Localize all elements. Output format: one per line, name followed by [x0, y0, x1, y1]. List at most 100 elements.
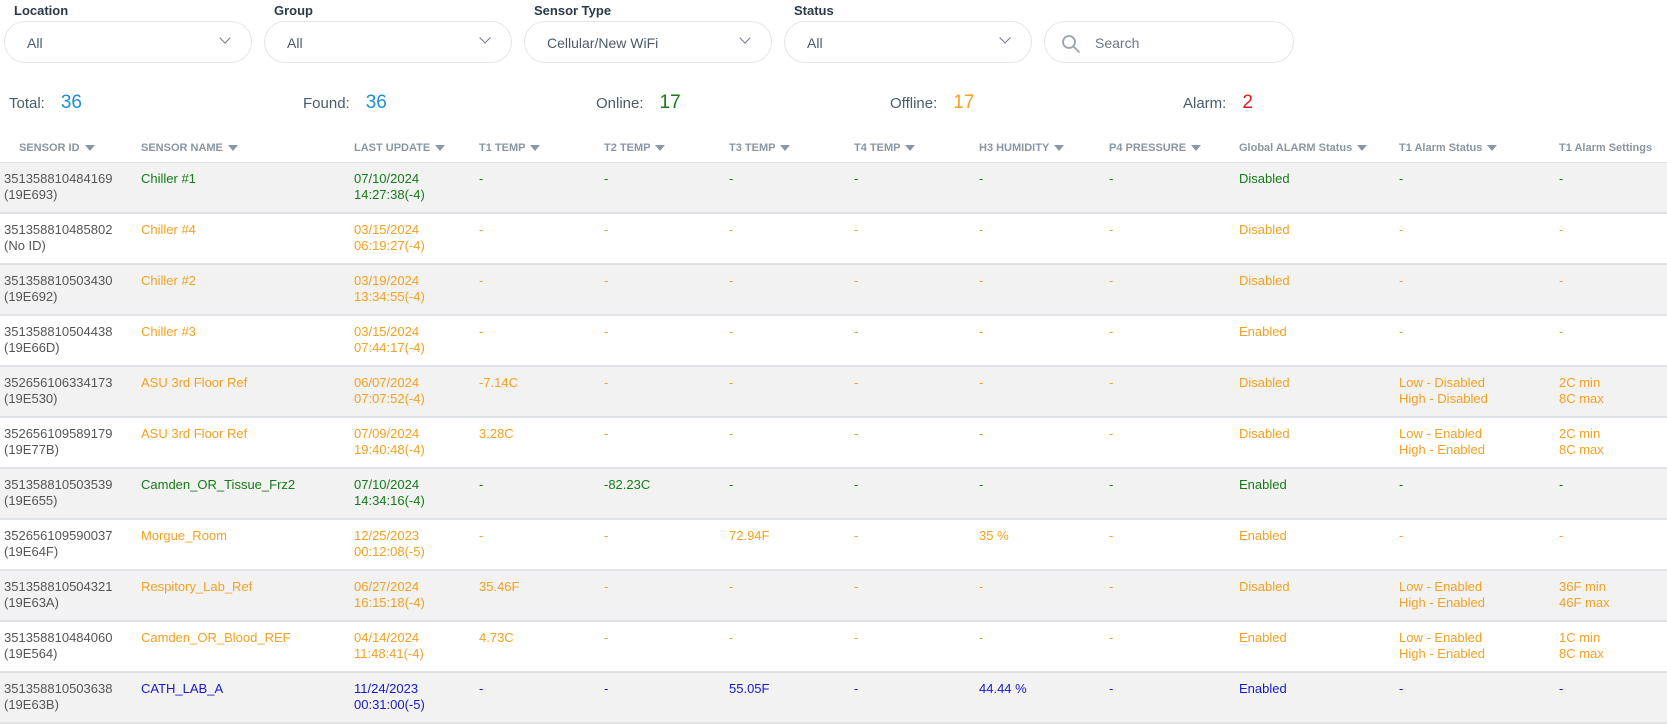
sort-caret-down-icon[interactable]: [1191, 145, 1202, 151]
filter-bar: Location All Group All Sensor Type Cellu…: [4, 0, 1304, 68]
sensor-name-cell: Morgue_Room: [141, 519, 354, 570]
search-input[interactable]: [1093, 30, 1277, 56]
t1-temp-cell-line: 35.46F: [479, 579, 520, 594]
t1-alarm-status-cell: -: [1399, 672, 1559, 723]
table-row[interactable]: 351358810504438 (19E66D) Chiller #3 03/15/2…: [0, 315, 1667, 366]
t3-temp-cell: 55.05F: [729, 672, 854, 723]
global-alarm-cell: Disabled: [1239, 366, 1399, 417]
p4-pressure-cell-line: -: [1109, 426, 1114, 441]
sort-caret-down-icon[interactable]: [655, 145, 666, 151]
column-header[interactable]: H3 HUMIDITY: [979, 134, 1109, 163]
table-row[interactable]: 351358810503638 (19E63B) CATH_LAB_A 11/24/2…: [0, 672, 1667, 723]
t1-alarm-settings-cell: -: [1559, 315, 1667, 366]
column-header-inner: T4 TEMP: [854, 142, 916, 154]
t3-temp-cell-line: -: [729, 222, 734, 237]
h3-humidity-cell-line: -: [979, 324, 984, 339]
column-header[interactable]: T1 Alarm Settings: [1559, 134, 1667, 163]
h3-humidity-cell: -: [979, 315, 1109, 366]
h3-humidity-cell: -: [979, 163, 1109, 214]
t3-temp-cell-line: -: [729, 324, 734, 339]
t3-temp-cell: -: [729, 468, 854, 519]
t1-alarm-status-cell-line: High - Disabled: [1399, 391, 1488, 406]
table-row[interactable]: 351358810503430 (19E692) Chiller #2 03/19/2…: [0, 264, 1667, 315]
t1-alarm-settings-cell-line: -: [1559, 477, 1564, 492]
p4-pressure-cell-line: -: [1109, 324, 1114, 339]
sensor-name-cell: ASU 3rd Floor Ref: [141, 366, 354, 417]
h3-humidity-cell-line: -: [979, 426, 984, 441]
t1-temp-cell-line: -: [479, 528, 484, 543]
sensor-name-cell-line: ASU 3rd Floor Ref: [141, 375, 248, 390]
table-body: 351358810484169 (19E693) Chiller #1 07/10/2…: [0, 162, 1667, 723]
sensor-id-cell-line: 351358810503638: [4, 681, 113, 696]
sensor-name-cell-line: Chiller #2: [141, 273, 196, 288]
table-row[interactable]: 351358810485802 (No ID) Chiller #4 03/15/20…: [0, 213, 1667, 264]
table-row[interactable]: 351358810484169 (19E693) Chiller #1 07/10/2…: [0, 162, 1667, 214]
sensor-type-select[interactable]: Cellular/New WiFi: [524, 21, 772, 63]
column-header[interactable]: Global ALARM Status: [1239, 134, 1399, 163]
t1-alarm-settings-cell-line: 46F max: [1559, 595, 1610, 610]
t2-temp-cell-line: -82.23C: [604, 477, 651, 492]
table-row[interactable]: 351358810504321 (19E63A) Respitory_Lab_Ref…: [0, 570, 1667, 621]
sort-caret-down-icon[interactable]: [1054, 145, 1065, 151]
t1-alarm-settings-cell: 2C min 8C max: [1559, 417, 1667, 468]
t1-alarm-status-cell-line: -: [1399, 171, 1404, 186]
t2-temp-cell: -: [604, 672, 729, 723]
table-row[interactable]: 352656106334173 (19E530) ASU 3rd Floor Ref…: [0, 366, 1667, 417]
sort-caret-down-icon[interactable]: [530, 145, 541, 151]
column-header[interactable]: LAST UPDATE: [354, 134, 479, 163]
column-header[interactable]: P4 PRESSURE: [1109, 134, 1239, 163]
t1-alarm-status-cell-line: Low - Enabled: [1399, 630, 1483, 645]
last-update-cell: 06/27/2024 16:15:18(-4): [354, 570, 479, 621]
sensor-type-filter: Sensor Type Cellular/New WiFi: [524, 0, 772, 63]
table-row[interactable]: 352656109589179 (19E77B) ASU 3rd Floor Ref…: [0, 417, 1667, 468]
column-header[interactable]: T2 TEMP: [604, 134, 729, 163]
last-update-cell-line: 12/25/2023: [354, 528, 420, 543]
sensor-id-cell-line: (19E63B): [4, 697, 59, 712]
global-alarm-cell-line: Enabled: [1239, 528, 1287, 543]
location-select[interactable]: All: [4, 21, 252, 63]
sort-caret-down-icon[interactable]: [780, 145, 791, 151]
p4-pressure-cell-line: -: [1109, 528, 1114, 543]
sort-caret-down-icon[interactable]: [435, 145, 446, 151]
t1-temp-cell-line: -: [479, 273, 484, 288]
sort-caret-down-icon[interactable]: [1487, 145, 1498, 151]
column-header[interactable]: T1 Alarm Status: [1399, 134, 1559, 163]
chevron-down-icon: [739, 32, 751, 44]
table-row[interactable]: 351358810484060 (19E564) Camden_OR_Blood_R…: [0, 621, 1667, 672]
p4-pressure-cell: -: [1109, 264, 1239, 315]
sort-caret-down-icon[interactable]: [84, 145, 95, 151]
column-header[interactable]: T1 TEMP: [479, 134, 604, 163]
sort-caret-down-icon[interactable]: [1357, 145, 1368, 151]
t1-alarm-settings-cell: 36F min 46F max: [1559, 570, 1667, 621]
sensor-id-cell-line: 351358810485802: [4, 222, 113, 237]
t1-alarm-status-cell-line: -: [1399, 222, 1404, 237]
sort-caret-down-icon[interactable]: [905, 145, 916, 151]
global-alarm-cell-line: Enabled: [1239, 324, 1287, 339]
sort-caret-down-icon[interactable]: [227, 145, 238, 151]
column-header[interactable]: T4 TEMP: [854, 134, 979, 163]
t1-alarm-status-cell-line: -: [1399, 273, 1404, 288]
t2-temp-cell-line: -: [604, 375, 609, 390]
table-row[interactable]: 351358810503539 (19E655) Camden_OR_Tissue_…: [0, 468, 1667, 519]
t1-temp-cell: 35.46F: [479, 570, 604, 621]
column-header[interactable]: SENSOR ID: [0, 134, 141, 163]
table-row[interactable]: 352656109590037 (19E64F) Morgue_Room 12/25/…: [0, 519, 1667, 570]
search-box[interactable]: [1044, 21, 1294, 63]
p4-pressure-cell-line: -: [1109, 375, 1114, 390]
t3-temp-cell: 72.94F: [729, 519, 854, 570]
group-select[interactable]: All: [264, 21, 512, 63]
sensor-name-cell: Camden_OR_Blood_REF: [141, 621, 354, 672]
sensor-id-cell: 351358810503539 (19E655): [0, 468, 141, 519]
last-update-cell-line: 16:15:18(-4): [354, 595, 425, 610]
total-label: Total:: [9, 95, 45, 112]
global-alarm-cell: Enabled: [1239, 468, 1399, 519]
global-alarm-cell-line: Disabled: [1239, 171, 1290, 186]
sensor-id-cell-line: (19E564): [4, 646, 58, 661]
t3-temp-cell-line: 72.94F: [729, 528, 770, 543]
p4-pressure-cell: -: [1109, 468, 1239, 519]
t4-temp-cell-line: -: [854, 477, 859, 492]
column-header[interactable]: SENSOR NAME: [141, 134, 354, 163]
t4-temp-cell: -: [854, 519, 979, 570]
status-select[interactable]: All: [784, 21, 1032, 63]
column-header[interactable]: T3 TEMP: [729, 134, 854, 163]
